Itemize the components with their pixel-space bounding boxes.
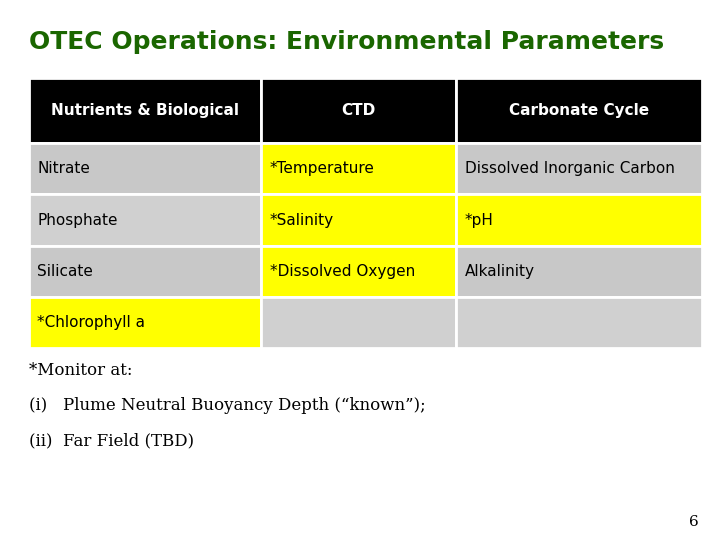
Text: *Temperature: *Temperature — [270, 161, 374, 176]
Text: CTD: CTD — [341, 103, 376, 118]
Text: *Chlorophyll a: *Chlorophyll a — [37, 315, 145, 330]
Text: 6: 6 — [688, 515, 698, 529]
Text: *pH: *pH — [465, 213, 494, 227]
Bar — [29, 194, 261, 246]
Text: Phosphate: Phosphate — [37, 213, 118, 227]
Text: (i)   Plume Neutral Buoyancy Depth (“known”);: (i) Plume Neutral Buoyancy Depth (“known… — [29, 397, 426, 414]
Bar — [261, 194, 456, 246]
Text: Silicate: Silicate — [37, 264, 94, 279]
Bar — [456, 194, 702, 246]
Text: Nutrients & Biological: Nutrients & Biological — [51, 103, 239, 118]
Bar — [456, 143, 702, 194]
Bar — [29, 143, 261, 194]
Bar — [29, 246, 261, 297]
Text: Nitrate: Nitrate — [37, 161, 90, 176]
Text: Dissolved Inorganic Carbon: Dissolved Inorganic Carbon — [465, 161, 675, 176]
Bar — [261, 297, 456, 348]
Text: OTEC Operations: Environmental Parameters: OTEC Operations: Environmental Parameter… — [29, 30, 664, 53]
Text: *Dissolved Oxygen: *Dissolved Oxygen — [270, 264, 415, 279]
Bar — [29, 297, 261, 348]
Bar — [29, 78, 261, 143]
Bar — [456, 297, 702, 348]
Bar — [261, 143, 456, 194]
Text: Alkalinity: Alkalinity — [465, 264, 535, 279]
Text: *Monitor at:: *Monitor at: — [29, 362, 132, 379]
Text: (ii)  Far Field (TBD): (ii) Far Field (TBD) — [29, 432, 194, 449]
Text: *Salinity: *Salinity — [270, 213, 334, 227]
Text: Carbonate Cycle: Carbonate Cycle — [509, 103, 649, 118]
Bar — [261, 246, 456, 297]
Bar — [456, 78, 702, 143]
Bar — [456, 246, 702, 297]
Bar — [261, 78, 456, 143]
